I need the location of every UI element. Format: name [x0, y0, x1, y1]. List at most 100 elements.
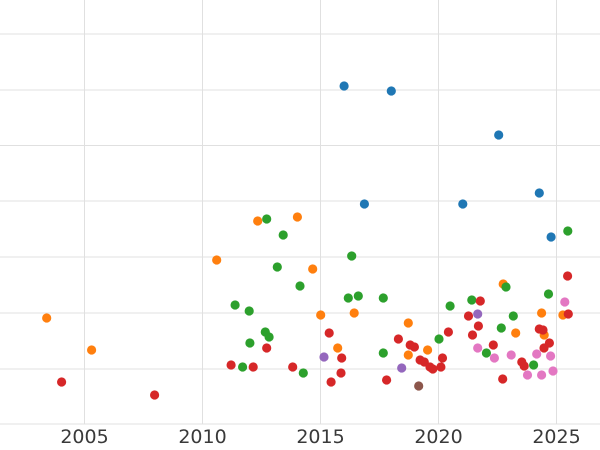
data-point: [253, 216, 263, 226]
data-point: [506, 350, 516, 360]
data-point: [548, 366, 558, 376]
series-blue: [339, 81, 556, 242]
data-point: [378, 293, 388, 303]
data-point: [546, 351, 556, 361]
x-tick-label: 2015: [296, 426, 344, 448]
data-point: [563, 271, 573, 281]
data-point: [57, 377, 67, 387]
data-point: [238, 362, 248, 372]
data-point: [397, 363, 407, 373]
data-point: [339, 81, 349, 91]
data-point: [403, 318, 413, 328]
data-point: [324, 328, 334, 338]
data-point: [262, 214, 272, 224]
series-green: [230, 214, 573, 378]
data-point: [488, 340, 498, 350]
data-point: [496, 323, 506, 333]
x-axis-tick-labels: 2005 2010 2015 2020 2025: [60, 426, 580, 448]
data-point: [511, 328, 521, 338]
data-point: [498, 374, 508, 384]
data-point: [445, 301, 455, 311]
data-point: [230, 300, 240, 310]
data-point: [519, 361, 529, 371]
x-tick-label: 2020: [414, 426, 462, 448]
data-point: [353, 291, 363, 301]
data-point: [295, 281, 305, 291]
data-point: [501, 282, 511, 292]
data-point: [467, 330, 478, 340]
data-point: [326, 377, 336, 387]
series-brown: [414, 381, 424, 391]
data-point: [458, 199, 468, 209]
data-point: [316, 310, 326, 320]
data-point: [150, 390, 160, 400]
series-orange: [42, 212, 568, 360]
data-point: [463, 311, 474, 321]
data-point: [349, 308, 359, 318]
data-point: [443, 327, 453, 337]
data-point: [522, 370, 533, 380]
data-point: [473, 321, 483, 331]
data-point: [319, 352, 329, 362]
data-point: [403, 350, 413, 360]
data-point: [489, 353, 499, 363]
data-point: [347, 251, 357, 261]
data-point: [337, 353, 347, 363]
data-point: [529, 360, 539, 370]
series-purple: [319, 309, 483, 373]
x-tick-label: 2025: [532, 426, 580, 448]
data-point: [423, 345, 433, 355]
data-point: [563, 309, 573, 319]
data-point: [494, 130, 504, 140]
data-point: [508, 311, 518, 321]
data-point: [288, 362, 298, 372]
data-point: [245, 338, 255, 348]
data-point: [292, 212, 302, 222]
data-point: [409, 342, 419, 352]
data-point: [473, 343, 483, 353]
series-pink: [473, 297, 570, 380]
data-point: [226, 360, 236, 370]
data-point: [481, 348, 491, 358]
data-point: [378, 348, 388, 358]
data-point: [563, 226, 573, 236]
data-point: [264, 332, 274, 342]
data-point: [262, 343, 272, 353]
gridlines: [0, 0, 600, 425]
data-point: [437, 353, 448, 363]
data-point: [343, 293, 353, 303]
data-point: [393, 334, 403, 344]
data-point: [248, 362, 258, 372]
data-point: [532, 349, 542, 359]
data-point: [534, 188, 544, 198]
data-point: [333, 343, 343, 353]
data-point: [473, 309, 483, 319]
data-point: [212, 255, 222, 265]
series-red: [57, 271, 573, 400]
data-point: [414, 381, 424, 391]
data-point: [272, 262, 282, 272]
data-point: [298, 368, 308, 378]
data-point: [467, 295, 477, 305]
data-point: [308, 264, 318, 274]
data-point: [336, 368, 346, 378]
data-point: [538, 325, 548, 335]
data-point: [546, 232, 556, 242]
data-point: [278, 230, 288, 240]
x-tick-label: 2010: [178, 426, 226, 448]
data-point: [537, 308, 547, 318]
data-point: [537, 370, 547, 380]
x-tick-label: 2005: [60, 426, 108, 448]
data-point: [543, 289, 554, 299]
data-point: [560, 297, 570, 307]
data-points: [42, 81, 573, 400]
data-point: [434, 334, 444, 344]
data-point: [42, 313, 52, 323]
data-point: [244, 306, 254, 316]
data-point: [428, 364, 438, 374]
data-point: [544, 338, 555, 348]
data-point: [87, 345, 97, 355]
data-point: [436, 362, 446, 372]
